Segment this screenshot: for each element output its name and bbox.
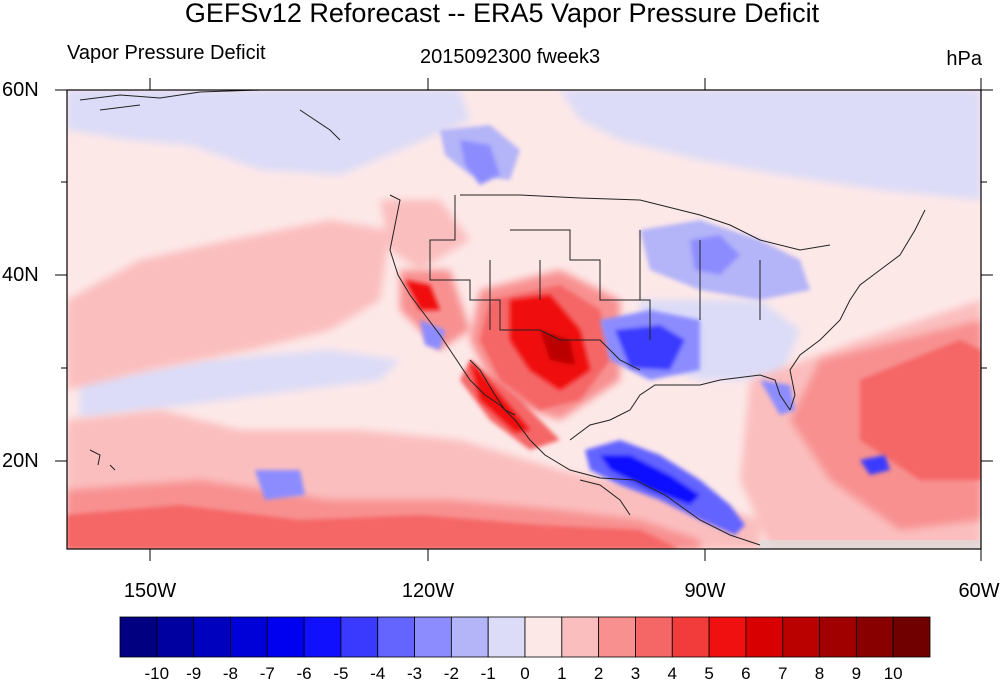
map-title: GEFSv12 Reforecast -- ERA5 Vapor Pressur…: [184, 0, 820, 28]
colorbar-tick-label: 9: [851, 664, 862, 683]
colorbar-tick-label: -1: [480, 664, 496, 683]
colorbar-swatch: [119, 616, 158, 658]
colorbar-tick-label: 3: [630, 664, 641, 683]
vpd-field: [67, 90, 981, 549]
colorbar-swatch: [487, 616, 526, 658]
colorbar-swatch: [671, 616, 710, 658]
colorbar-swatch: [855, 616, 894, 658]
lat-label-20n: 20N: [2, 450, 39, 472]
colorbar-tick-label: -8: [222, 664, 239, 683]
colorbar-swatch: [156, 616, 195, 658]
colorbar-tick-label: -4: [370, 664, 386, 683]
lat-label-40n: 40N: [2, 264, 39, 286]
colorbar: [119, 616, 931, 658]
lon-label-120w: 120W: [401, 580, 455, 602]
colorbar-tick-label: 2: [593, 664, 604, 683]
colorbar-swatch: [598, 616, 636, 658]
colorbar-swatch: [892, 616, 931, 658]
colorbar-tick-label: 6: [741, 664, 751, 683]
lat-label-60n: 60N: [2, 79, 39, 101]
colorbar-tick-label: -3: [406, 664, 423, 683]
colorbar-tick-label: -6: [296, 664, 312, 683]
colorbar-swatch: [414, 616, 452, 658]
colorbar-swatch: [819, 616, 857, 658]
units-label: hPa: [946, 48, 982, 70]
colorbar-swatch: [450, 616, 489, 658]
colorbar-swatch: [635, 616, 673, 658]
lon-label-150w: 150W: [123, 580, 177, 602]
colorbar-tick-label: 4: [667, 664, 677, 683]
colorbar-swatch: [377, 616, 415, 658]
axis-ticks: [55, 78, 993, 561]
colorbar-tick-label: 1: [557, 664, 567, 683]
colorbar-swatch: [193, 616, 231, 658]
colorbar-swatch: [782, 616, 820, 658]
colorbar-tick-label: -7: [259, 664, 275, 683]
colorbar-tick-label: 10: [883, 664, 903, 683]
map-frame: [66, 89, 982, 550]
colorbar-swatch: [708, 616, 747, 658]
colorbar-tick-label: -9: [186, 664, 202, 683]
colorbar-tick-label: 7: [777, 664, 788, 683]
colorbar-swatch: [303, 616, 342, 658]
variable-label: Vapor Pressure Deficit: [67, 42, 266, 64]
colorbar-swatch: [745, 616, 784, 658]
colorbar-swatch: [230, 616, 268, 658]
colorbar-tick-label: -5: [333, 664, 349, 683]
colorbar-swatch: [561, 616, 600, 658]
colorbar-swatch: [266, 616, 305, 658]
colorbar-tick-label: -2: [443, 664, 459, 683]
colorbar-tick-label: 5: [704, 664, 714, 683]
colorbar-swatch: [524, 616, 563, 658]
colorbar-tick-label: 0: [520, 664, 530, 683]
lon-label-60w: 60W: [958, 580, 1000, 602]
colorbar-tick-label: -10: [144, 664, 170, 683]
colorbar-tick-label: 8: [814, 664, 825, 683]
date-label: 2015092300 fweek3: [420, 46, 601, 68]
colorbar-swatch: [340, 616, 379, 658]
lon-label-90w: 90W: [684, 580, 726, 602]
